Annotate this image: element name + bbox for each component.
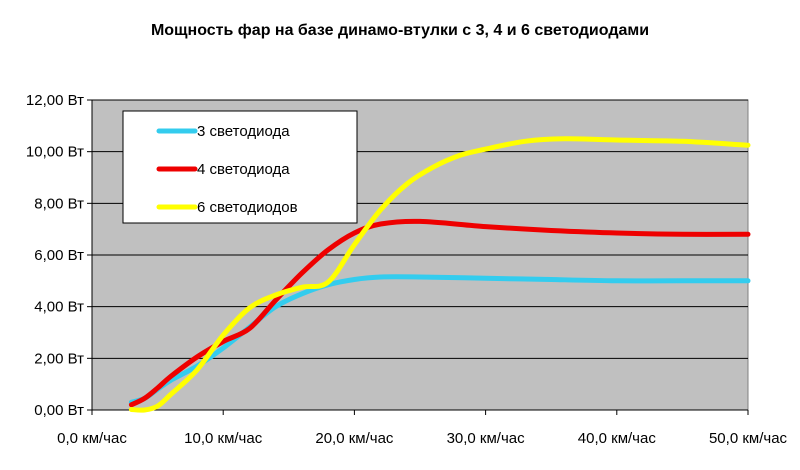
- axes: 0,00 Вт 2,00 Вт 4,00 Вт 6,00 Вт 8,00 Вт 10,00…: [26, 92, 788, 447]
- x-tick-label: 40,0 км/час: [578, 430, 657, 447]
- legend: 3 светодиода 4 светодиода 6 светодиодов: [122, 110, 358, 224]
- y-tick-label: 12,00 Вт: [26, 92, 84, 109]
- y-tick-label: 6,00 Вт: [34, 247, 84, 264]
- y-tick-label: 8,00 Вт: [34, 195, 84, 212]
- legend-label: 3 светодиода: [197, 123, 290, 140]
- y-tick-label: 4,00 Вт: [34, 299, 84, 316]
- series-lines: [128, 136, 751, 413]
- x-tick-label: 0,0 км/час: [57, 430, 127, 447]
- x-tick-label: 20,0 км/час: [315, 430, 394, 447]
- y-tick-label: 0,00 Вт: [34, 402, 84, 419]
- x-tick-label: 30,0 км/час: [447, 430, 526, 447]
- series-line-2: [128, 218, 751, 408]
- x-tick-label: 10,0 км/час: [184, 430, 263, 447]
- y-tick-label: 10,00 Вт: [26, 144, 84, 161]
- legend-label: 6 светодиодов: [197, 199, 298, 216]
- chart-title: Мощность фар на базе динамо-втулки с 3, …: [151, 22, 649, 39]
- legend-label: 4 светодиода: [197, 161, 290, 178]
- x-tick-label: 50,0 км/час: [709, 430, 788, 447]
- y-tick-label: 2,00 Вт: [34, 350, 84, 367]
- series-line-3: [128, 136, 751, 413]
